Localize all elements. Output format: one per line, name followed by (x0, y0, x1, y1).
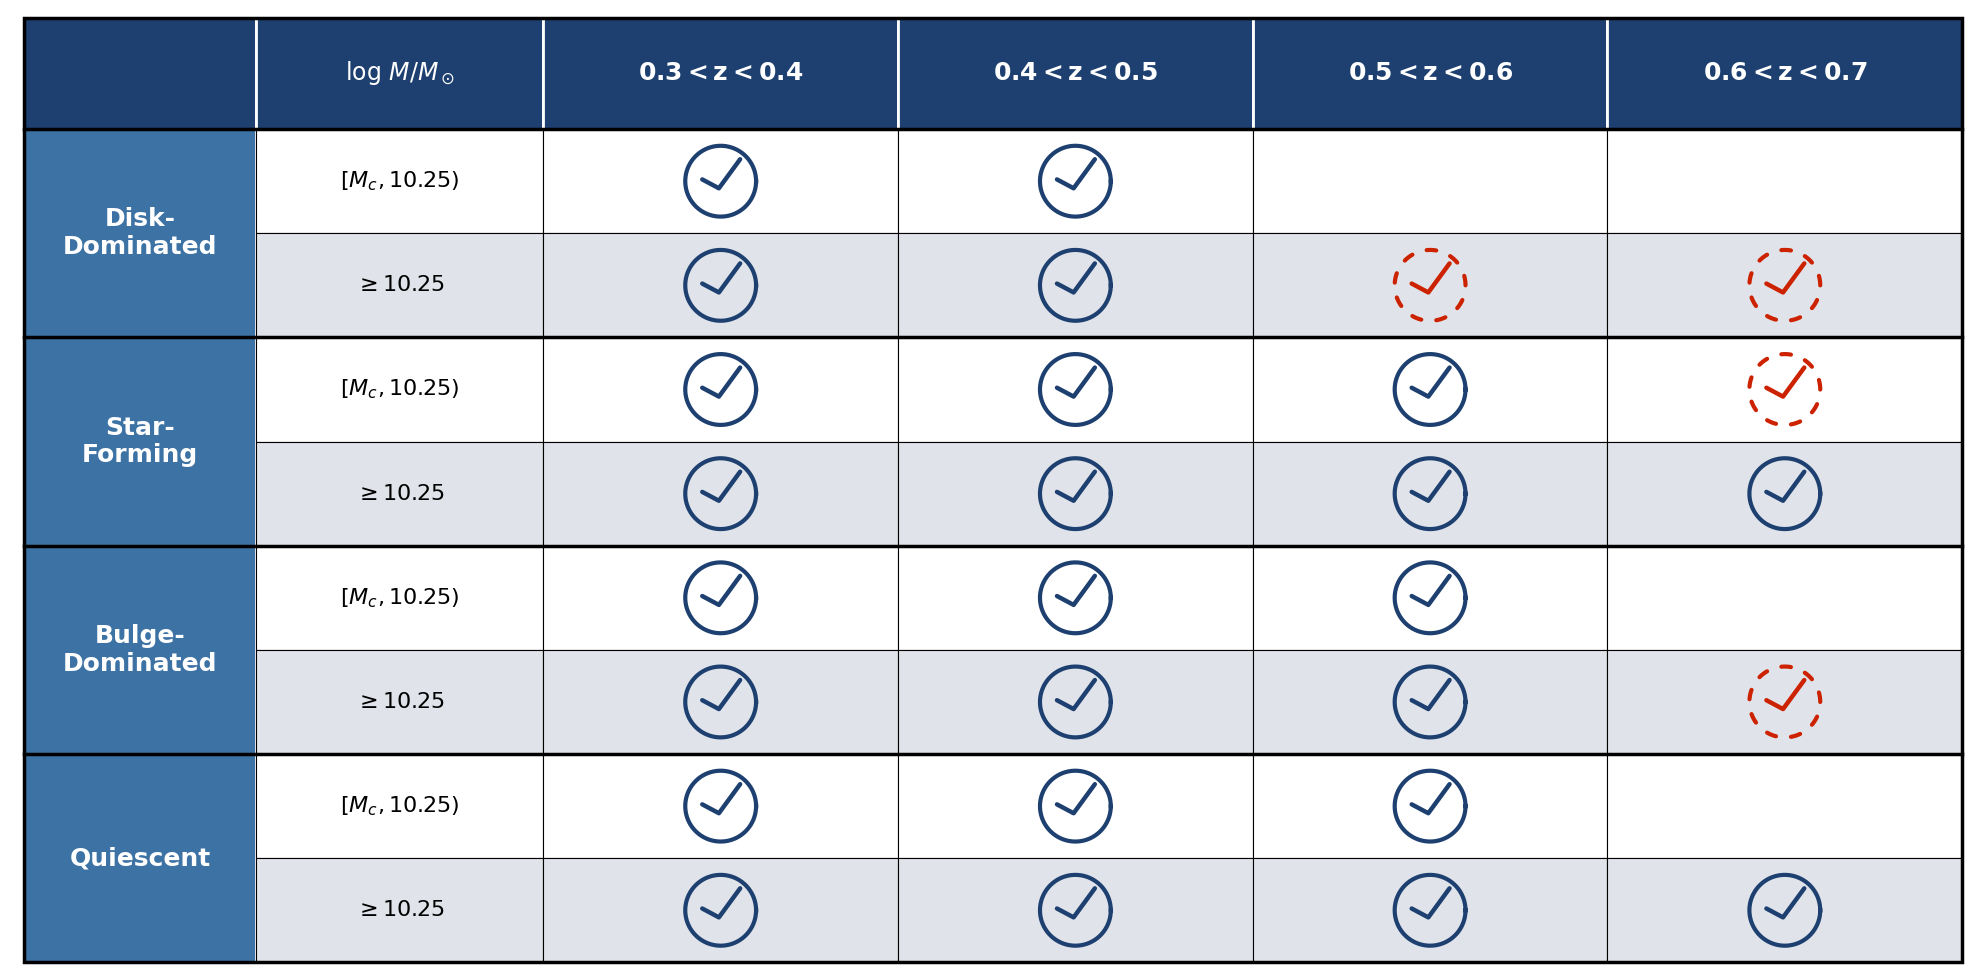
Text: $\geq 10.25$: $\geq 10.25$ (355, 483, 445, 505)
Text: $\mathbf{0.4 < z < 0.5}$: $\mathbf{0.4 < z < 0.5}$ (993, 62, 1158, 85)
Bar (24, 129, 256, 337)
Bar (1253, 442, 1607, 546)
Text: $\geq 10.25$: $\geq 10.25$ (355, 900, 445, 921)
Bar (544, 546, 898, 650)
Bar (1253, 233, 1607, 337)
Bar (544, 129, 898, 233)
Text: Bulge-
Dominated: Bulge- Dominated (64, 624, 216, 676)
Text: Star-
Forming: Star- Forming (81, 416, 199, 467)
Bar (1253, 754, 1607, 858)
Text: $\mathbf{0.3 < z < 0.4}$: $\mathbf{0.3 < z < 0.4}$ (638, 62, 802, 85)
Bar (1253, 18, 1607, 129)
Bar (256, 129, 544, 233)
Bar (24, 546, 256, 754)
Bar (256, 650, 544, 754)
Bar (1607, 858, 1962, 962)
Text: Quiescent: Quiescent (70, 846, 211, 870)
Text: $[M_c,10.25)$: $[M_c,10.25)$ (340, 795, 459, 818)
Bar (1607, 337, 1962, 442)
Bar (256, 546, 544, 650)
Text: $[M_c,10.25)$: $[M_c,10.25)$ (340, 586, 459, 610)
Bar (1607, 650, 1962, 754)
Bar (898, 546, 1253, 650)
Bar (24, 754, 256, 962)
Bar (1607, 233, 1962, 337)
Bar (1253, 129, 1607, 233)
Bar (1607, 18, 1962, 129)
Bar (1607, 129, 1962, 233)
Text: $\mathbf{0.6 < z < 0.7}$: $\mathbf{0.6 < z < 0.7}$ (1702, 62, 1867, 85)
Bar (898, 650, 1253, 754)
Bar (256, 337, 544, 442)
Text: $\log\,M/M_\odot$: $\log\,M/M_\odot$ (346, 60, 455, 87)
Bar (256, 233, 544, 337)
Bar (544, 858, 898, 962)
Bar (256, 18, 544, 129)
Bar (898, 754, 1253, 858)
Bar (898, 18, 1253, 129)
Text: $\geq 10.25$: $\geq 10.25$ (355, 691, 445, 713)
Bar (1253, 337, 1607, 442)
Bar (544, 18, 898, 129)
Bar (1607, 442, 1962, 546)
Bar (24, 337, 256, 546)
Text: Disk-
Dominated: Disk- Dominated (64, 208, 216, 259)
Bar (544, 754, 898, 858)
Bar (898, 337, 1253, 442)
Bar (898, 858, 1253, 962)
Bar (544, 337, 898, 442)
Bar (898, 233, 1253, 337)
Bar (256, 858, 544, 962)
Text: $[M_c,10.25)$: $[M_c,10.25)$ (340, 170, 459, 193)
Bar (544, 650, 898, 754)
Text: $[M_c,10.25)$: $[M_c,10.25)$ (340, 377, 459, 401)
Bar (898, 442, 1253, 546)
Bar (256, 442, 544, 546)
Bar (1607, 546, 1962, 650)
Bar (1253, 650, 1607, 754)
Bar (24, 18, 256, 129)
Bar (1253, 858, 1607, 962)
Bar (1253, 546, 1607, 650)
Bar (256, 754, 544, 858)
Bar (544, 442, 898, 546)
Bar (898, 129, 1253, 233)
Text: $\mathbf{0.5 < z < 0.6}$: $\mathbf{0.5 < z < 0.6}$ (1348, 62, 1513, 85)
Bar (1607, 754, 1962, 858)
Text: $\geq 10.25$: $\geq 10.25$ (355, 274, 445, 296)
Bar (544, 233, 898, 337)
